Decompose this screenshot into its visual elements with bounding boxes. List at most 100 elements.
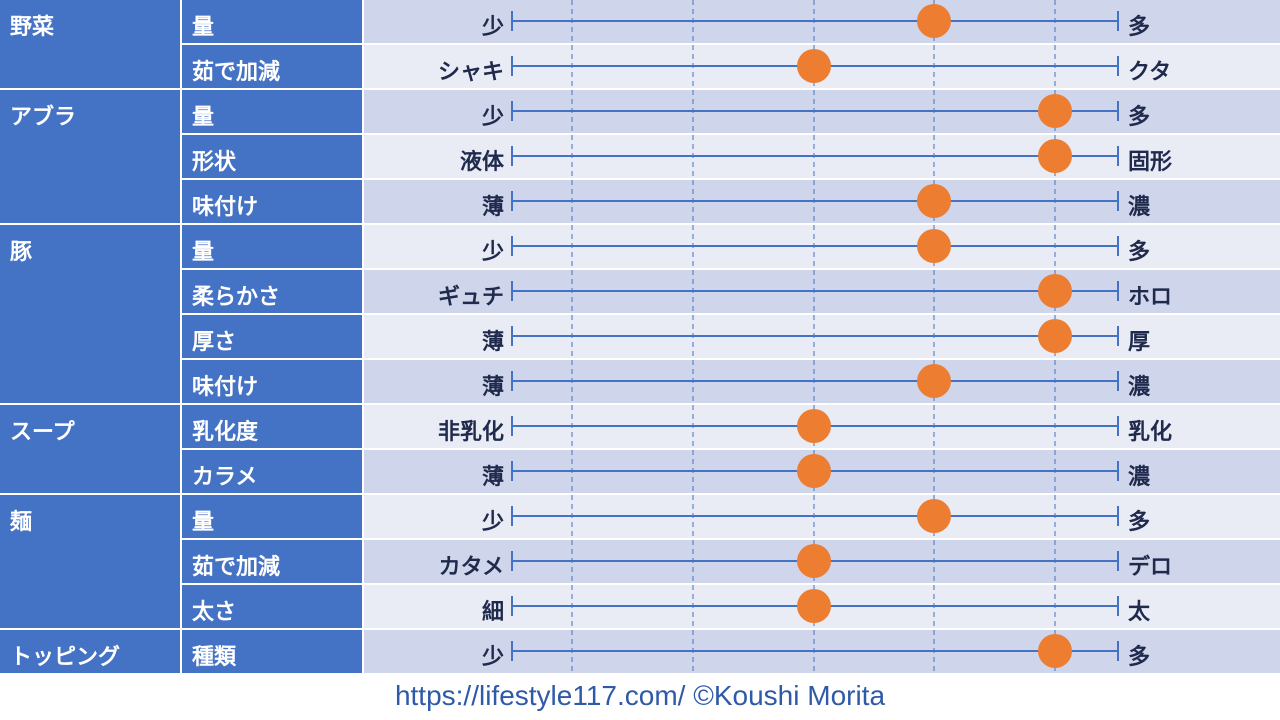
attribute-cell: 太さ [182, 585, 362, 628]
rating-row: 味付け 薄 濃 [0, 360, 1280, 405]
scale-track [511, 45, 1119, 88]
category-cell: トッピング [0, 630, 180, 675]
scale-high-label: クタ [1128, 60, 1172, 85]
rating-marker [917, 184, 951, 218]
scale-high-label: 多 [1128, 15, 1151, 40]
attribute-label: 形状 [192, 150, 237, 175]
rating-marker [797, 49, 831, 83]
scale-track [511, 315, 1119, 358]
rating-row: 太さ 細 太 [0, 585, 1280, 630]
attribute-label: 味付け [192, 195, 259, 220]
attribute-cell: 茹で加減 [182, 540, 362, 583]
rating-row: 種類 少 多 [0, 630, 1280, 675]
rating-marker [1038, 634, 1072, 668]
scale-low-label: 薄 [481, 375, 504, 400]
attribute-label: 種類 [192, 645, 237, 670]
attribute-cell: 量 [182, 90, 362, 133]
rating-marker [1038, 94, 1072, 128]
scale-high-label: 濃 [1128, 195, 1151, 220]
attribute-label: 量 [192, 15, 215, 40]
rating-marker [1038, 319, 1072, 353]
scale-low-label: 少 [481, 240, 504, 265]
scale-low-label: ギュチ [437, 285, 504, 310]
attribute-label: 量 [192, 240, 215, 265]
scale-track [511, 135, 1119, 178]
rating-chart: 野菜量少多茹で加減 シャキ クタ アブラ量少多形状 液体 固形 味付け薄濃豚量少多柔らかさギ… [0, 0, 1280, 675]
rating-row: 量少多 [0, 225, 1280, 270]
scale-high-label: 多 [1128, 105, 1151, 130]
attribute-label: 量 [192, 510, 215, 535]
attribute-cell: カラメ [182, 450, 362, 493]
rating-marker [917, 364, 951, 398]
attribute-cell: 形状 [182, 135, 362, 178]
rating-row: 乳化度 非乳化 乳化 [0, 405, 1280, 450]
scale-high-label: 厚 [1128, 330, 1151, 355]
attribute-label: 厚さ [192, 330, 237, 355]
category-label: スープ [10, 420, 75, 445]
scale-high-label: 多 [1128, 240, 1151, 265]
attribute-label: 乳化度 [192, 420, 259, 445]
scale-track [511, 495, 1119, 538]
scale-low-label: シャキ [437, 60, 504, 85]
rating-row: 量少多 [0, 90, 1280, 135]
category-label: トッピング [10, 645, 121, 670]
rating-row: 茹で加減 カタメ デロ [0, 540, 1280, 585]
attribute-cell: 柔らかさ [182, 270, 362, 313]
attribute-label: 柔らかさ [192, 285, 281, 310]
scale-high-label: 乳化 [1128, 420, 1173, 445]
rating-row: 厚さ 薄 厚 [0, 315, 1280, 360]
attribute-cell: 味付け [182, 360, 362, 403]
rating-row: 量少多 [0, 495, 1280, 540]
scale-high-label: 太 [1128, 600, 1151, 625]
rating-row: カラメ 薄 濃 [0, 450, 1280, 495]
category-cell: スープ [0, 405, 180, 495]
scale-high-label: 多 [1128, 510, 1151, 535]
scale-low-label: 少 [481, 645, 504, 670]
attribute-cell: 種類 [182, 630, 362, 673]
scale-low-label: 液体 [459, 150, 504, 175]
scale-high-label: 濃 [1128, 465, 1151, 490]
scale-low-label: 非乳化 [437, 420, 504, 445]
scale-high-label: デロ [1128, 555, 1173, 580]
scale-low-label: 薄 [481, 465, 504, 490]
rating-row: 量少多 [0, 0, 1280, 45]
attribute-cell: 厚さ [182, 315, 362, 358]
attribute-label: 太さ [192, 600, 237, 625]
scale-track [511, 450, 1119, 493]
attribute-label: カラメ [192, 465, 258, 490]
rating-marker [797, 454, 831, 488]
category-label: 豚 [10, 240, 33, 265]
scale-low-label: カタメ [438, 555, 504, 580]
scale-track [511, 90, 1119, 133]
scale-low-label: 細 [481, 600, 504, 625]
attribute-label: 量 [192, 105, 215, 130]
attribute-label: 味付け [192, 375, 259, 400]
scale-track [511, 270, 1119, 313]
scale-low-label: 少 [481, 15, 504, 40]
scale-track [511, 630, 1119, 673]
rating-marker [917, 499, 951, 533]
scale-track [511, 405, 1119, 448]
rating-marker [797, 544, 831, 578]
scale-track [511, 360, 1119, 403]
category-label: 麺 [10, 510, 33, 535]
scale-high-label: 濃 [1128, 375, 1151, 400]
scale-low-label: 薄 [481, 195, 504, 220]
category-label: 野菜 [10, 15, 55, 40]
category-cell: 野菜 [0, 0, 180, 90]
scale-track [511, 0, 1119, 43]
scale-low-label: 少 [481, 510, 504, 535]
attribute-cell: 量 [182, 0, 362, 43]
attribute-cell: 乳化度 [182, 405, 362, 448]
category-cell: 豚 [0, 225, 180, 405]
rating-marker [1038, 274, 1072, 308]
scale-high-label: 多 [1128, 645, 1151, 670]
scale-high-label: 固形 [1128, 150, 1173, 175]
category-cell: アブラ [0, 90, 180, 225]
footer-credit[interactable]: https://lifestyle117.com/ ©Koushi Morita [394, 680, 886, 711]
rating-row: 味付け 薄 濃 [0, 180, 1280, 225]
attribute-cell: 量 [182, 495, 362, 538]
rating-row: 茹で加減 シャキ クタ [0, 45, 1280, 90]
rating-row: 柔らかさ ギュチ ホロ [0, 270, 1280, 315]
attribute-cell: 茹で加減 [182, 45, 362, 88]
